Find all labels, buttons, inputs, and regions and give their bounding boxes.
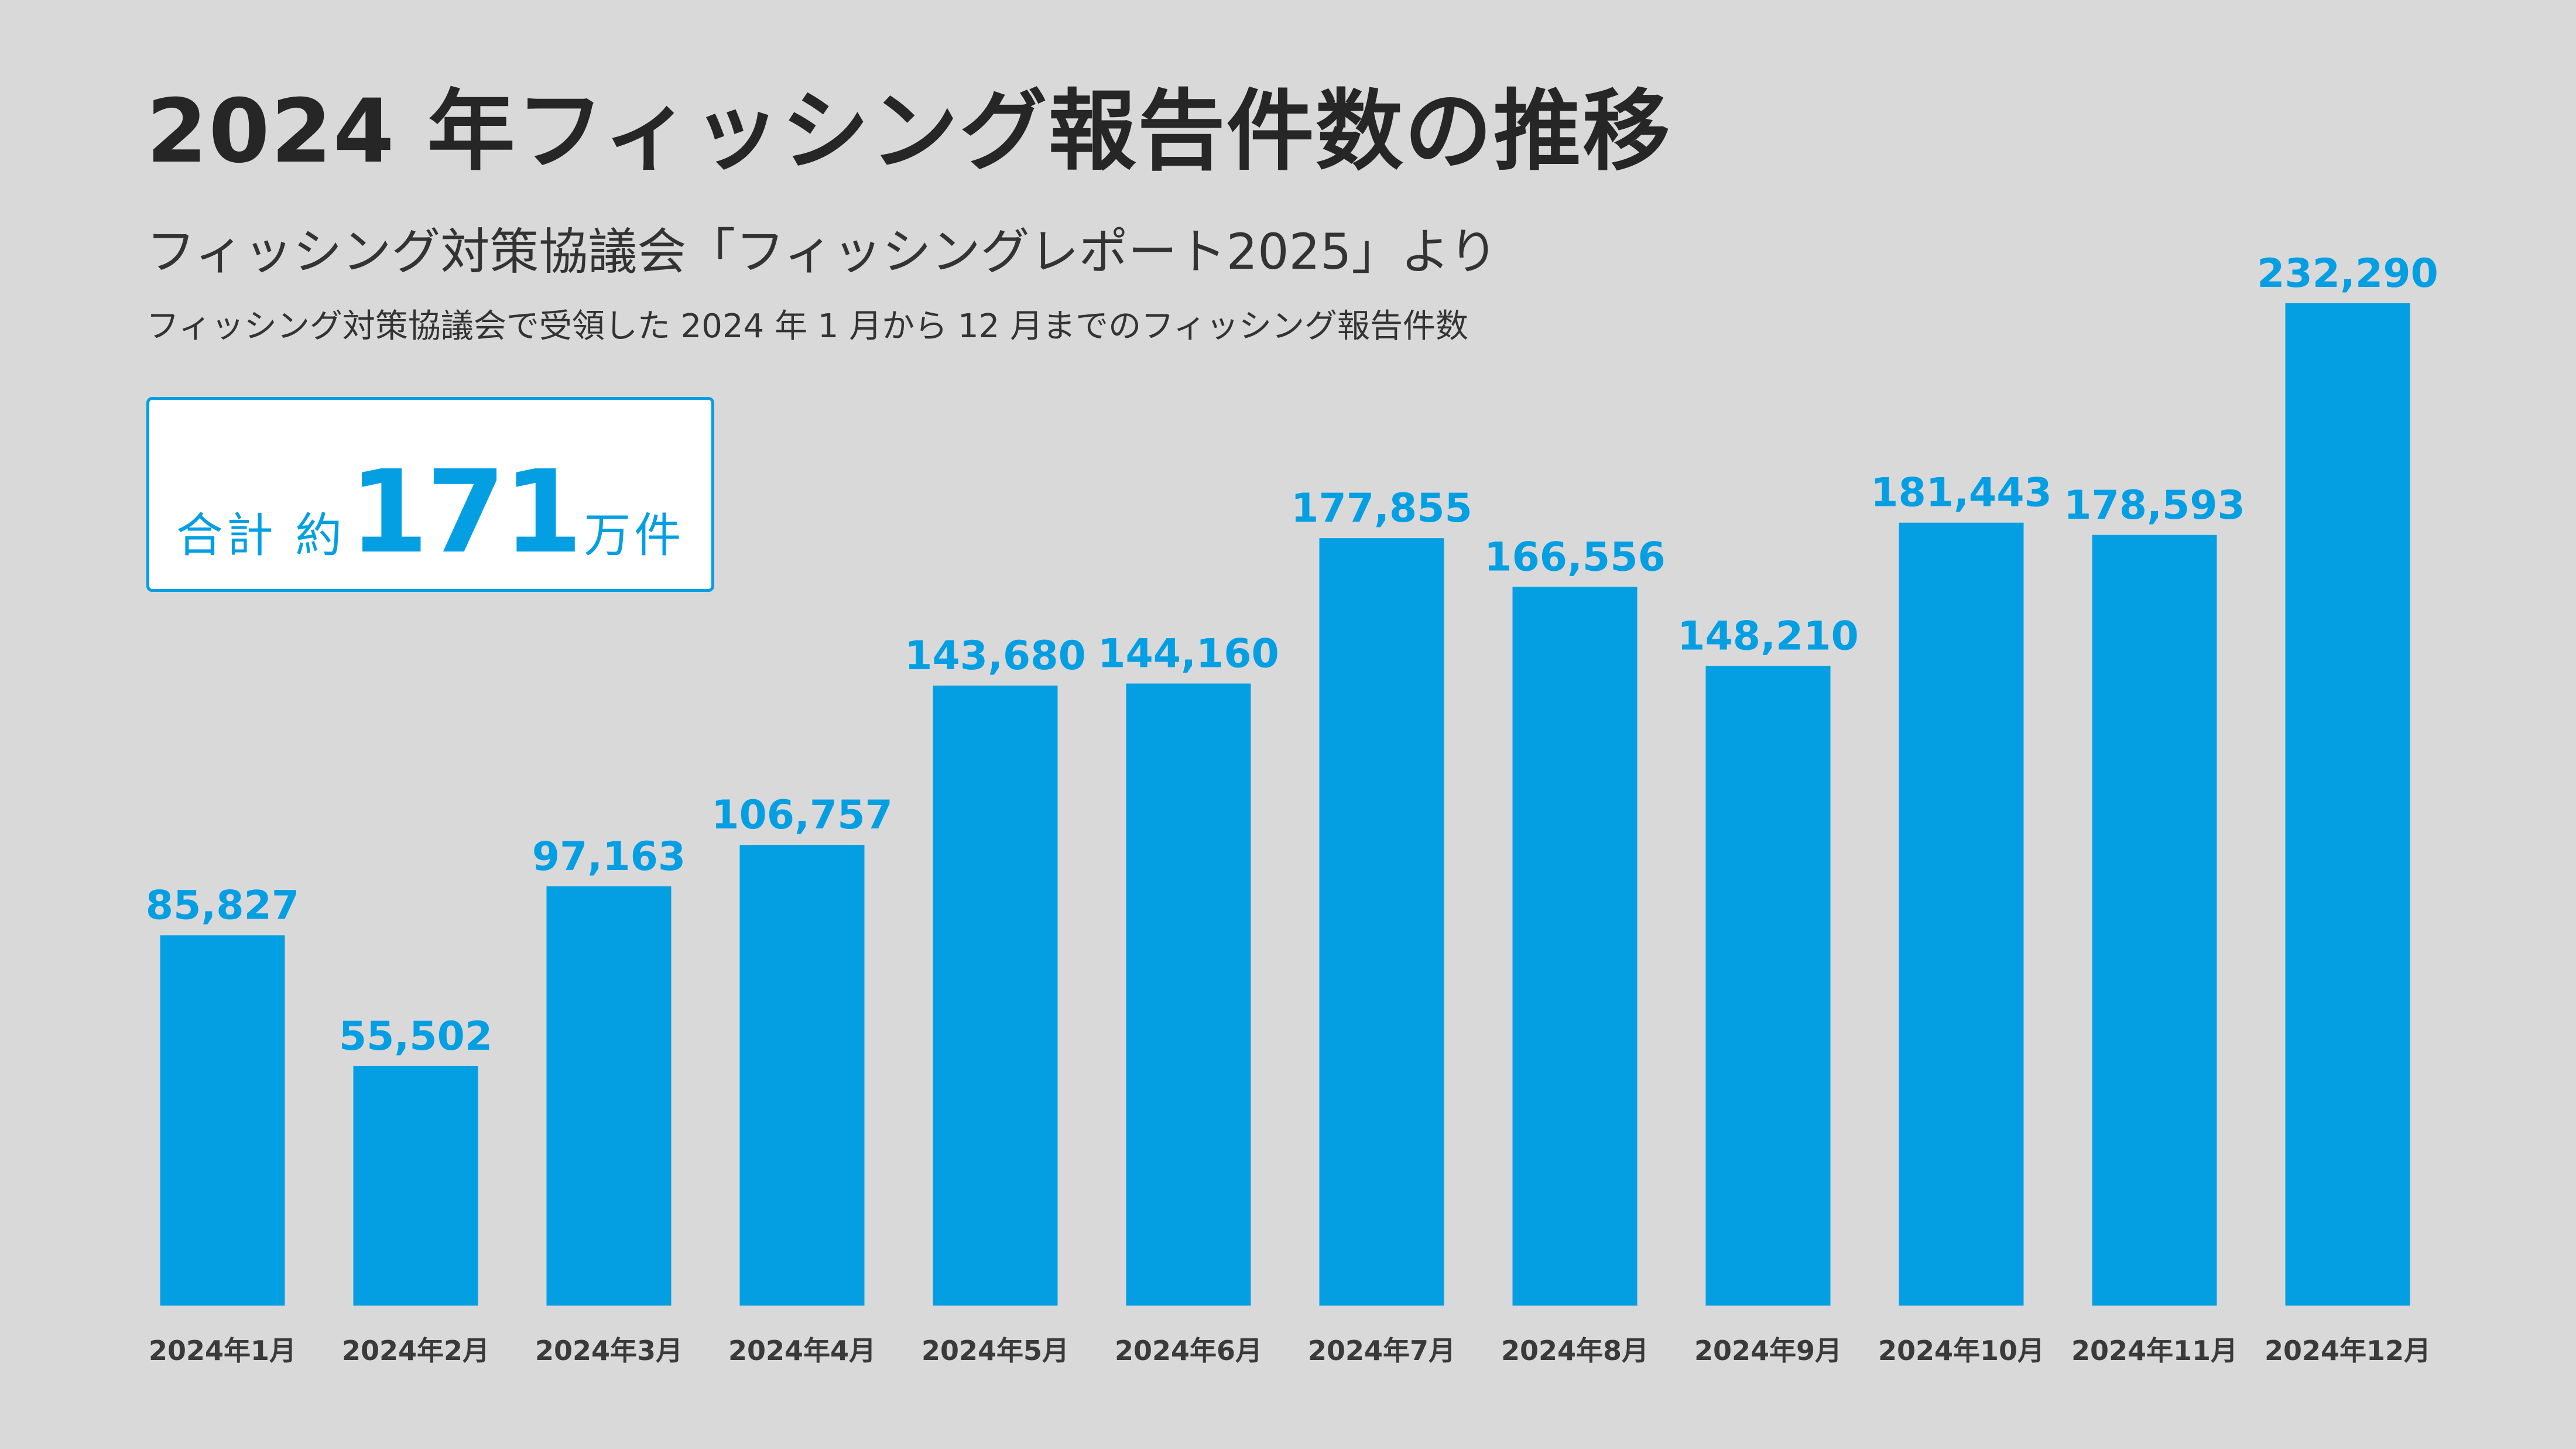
bar-value-label-3: 97,163 (532, 834, 686, 880)
bar-9 (1705, 666, 1831, 1306)
x-tick-label-3: 2024年3月 (535, 1335, 683, 1366)
tick-labels-group: 2024年1月 2024年2月 2024年3月 2024年4月 2024年5月 2024年… (149, 1335, 2431, 1366)
page-title: 2024 年フィッシング報告件数の推移 (146, 81, 1671, 183)
total-summary-box: 合計 約 171 万件 (146, 397, 714, 592)
bars-group (160, 303, 2410, 1306)
bar-8 (1512, 587, 1638, 1306)
bar-value-label-10: 181,443 (1871, 470, 2052, 516)
bar-value-label-12: 232,290 (2257, 251, 2438, 297)
bar-2 (353, 1066, 478, 1306)
bar-6 (1126, 683, 1251, 1306)
x-tick-label-6: 2024年6月 (1115, 1335, 1262, 1366)
chart-description: フィッシング対策協議会で受領した 2024 年 1 月から 12 月までのフィッ… (146, 307, 1468, 345)
x-tick-label-4: 2024年4月 (728, 1335, 876, 1366)
bar-3 (546, 886, 672, 1306)
x-tick-label-10: 2024年10月 (1878, 1335, 2044, 1366)
page-subtitle: フィッシング対策協議会「フィッシングレポート2025」より (146, 223, 1498, 280)
bar-value-label-1: 85,827 (146, 882, 299, 929)
x-tick-label-11: 2024年11月 (2071, 1335, 2238, 1366)
bar-10 (1899, 522, 2024, 1306)
bar-1 (160, 935, 285, 1306)
bar-12 (2285, 303, 2410, 1306)
x-tick-label-12: 2024年12月 (2265, 1335, 2431, 1366)
total-prefix: 合計 約 (176, 508, 346, 563)
bar-value-label-4: 106,757 (711, 792, 893, 838)
bar-7 (1319, 538, 1444, 1306)
bar-value-label-11: 178,593 (2064, 482, 2245, 529)
x-tick-label-1: 2024年1月 (149, 1335, 296, 1366)
bar-value-label-7: 177,855 (1291, 485, 1472, 532)
x-tick-label-2: 2024年2月 (342, 1335, 489, 1366)
bar-value-label-2: 55,502 (339, 1013, 492, 1060)
x-tick-label-7: 2024年7月 (1308, 1335, 1455, 1366)
bar-value-label-8: 166,556 (1484, 534, 1666, 580)
bar-value-label-6: 144,160 (1098, 631, 1279, 677)
bar-value-label-9: 148,210 (1677, 614, 1859, 660)
bar-11 (2092, 535, 2217, 1306)
bar-5 (933, 686, 1058, 1306)
bar-4 (739, 845, 865, 1306)
bar-value-label-5: 143,680 (905, 633, 1086, 679)
value-labels-group: 85,827 55,502 97,163 106,757 143,680 144,160 1… (146, 251, 2438, 1060)
x-tick-label-5: 2024年5月 (922, 1335, 1069, 1366)
x-tick-label-8: 2024年8月 (1501, 1335, 1649, 1366)
total-unit: 万件 (584, 508, 685, 563)
x-tick-label-9: 2024年9月 (1694, 1335, 1842, 1366)
total-value: 171 (349, 446, 583, 578)
